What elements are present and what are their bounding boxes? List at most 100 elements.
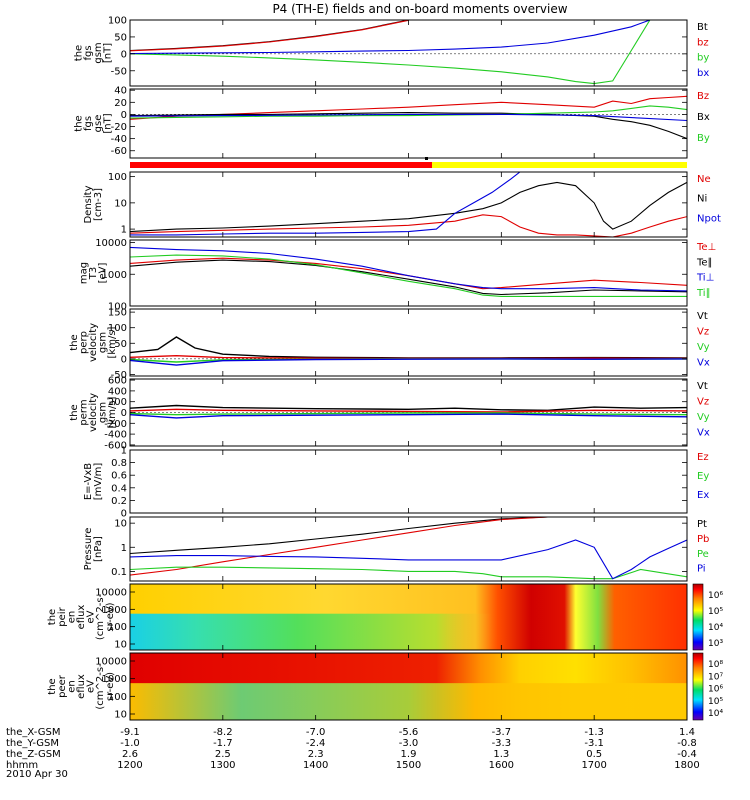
y-axis-label: [eV] xyxy=(98,263,109,284)
y-tick-label: -50 xyxy=(111,370,127,381)
y-tick-label: 0.1 xyxy=(111,567,127,578)
y-tick-label: -200 xyxy=(104,419,127,430)
y-axis-label: sr-eV) xyxy=(105,602,116,631)
series-line-Ti⊥ xyxy=(130,246,687,292)
x-row-value: -1.7 xyxy=(213,738,233,749)
series-line-Ne xyxy=(130,214,687,237)
y-tick-label: 100 xyxy=(108,16,127,27)
x-row-value: 2.3 xyxy=(308,749,324,760)
legend-efield-0: Ez xyxy=(697,452,709,463)
panel-frame xyxy=(129,171,688,238)
legend-fgs-dsl-2: By xyxy=(697,133,710,144)
legend-pressure-0: Pt xyxy=(697,519,707,530)
mode-bar-yellow xyxy=(432,162,687,168)
y-tick-label: 1 xyxy=(121,543,127,554)
y-axis-label: en xyxy=(66,611,77,624)
y-axis-label: eflux xyxy=(76,674,87,699)
x-row-value: 1300 xyxy=(210,760,235,771)
y-axis-label: [km/s] xyxy=(107,326,118,358)
spectrogram-low-peer-spec xyxy=(130,683,687,720)
y-tick-label: 0 xyxy=(121,49,127,60)
y-tick-label: -40 xyxy=(111,134,127,145)
series-line-Te∥ xyxy=(130,259,687,296)
legend-perp-velocity-2: Vy xyxy=(697,342,710,353)
series-line-Vt xyxy=(130,336,687,359)
x-row-value: -9.1 xyxy=(120,727,140,738)
y-tick-label: 50 xyxy=(114,32,127,43)
series-line-Npot xyxy=(130,172,521,236)
x-row-value: -7.0 xyxy=(306,727,326,738)
y-axis-label: (cm^2-s- xyxy=(95,593,106,640)
series-line-by xyxy=(130,20,651,85)
legend-density-0: Ne xyxy=(697,174,711,185)
colorbar-tick-label: 10⁴ xyxy=(708,623,723,633)
panel-perp-velocity: 150 100 50 0 -50 Vt Vz Vy Vx theperpvelocitygsm[k… xyxy=(69,308,710,381)
y-tick-label: 1 xyxy=(121,446,127,457)
panel-frame xyxy=(129,308,688,377)
y-tick-label: 0.2 xyxy=(111,496,127,507)
y-axis-label: Density xyxy=(83,185,94,223)
y-tick-label: 10 xyxy=(114,640,127,651)
y-tick-label: 40 xyxy=(114,86,127,97)
y-axis-label: gsm xyxy=(93,42,104,63)
panel-pressure: 10 1 0.1 Pt Pb Pe Pi Pressure[nPa] xyxy=(83,516,709,582)
y-tick-label: 0.8 xyxy=(111,458,127,469)
legend-temperature-1: Te∥ xyxy=(696,257,713,268)
x-row-value: 1.3 xyxy=(493,749,509,760)
y-axis-label: perp xyxy=(78,331,89,354)
x-row-value: 1200 xyxy=(117,760,142,771)
legend-temperature-0: Te⊥ xyxy=(696,242,716,253)
legend-efield-1: Ey xyxy=(697,471,709,482)
spectrogram-low-peir-spec xyxy=(130,613,687,650)
legend-fgs-gsm-2: by xyxy=(697,53,709,64)
y-axis-label: [cm-3] xyxy=(93,188,104,221)
legend-fgs-gsm-3: bx xyxy=(697,68,709,79)
y-axis-label: the xyxy=(69,404,80,420)
colorbar-peir-spec xyxy=(692,583,704,651)
y-tick-label: 0 xyxy=(121,408,127,419)
colorbar-tick-label: 10⁶ xyxy=(708,685,723,695)
y-tick-label: 0.6 xyxy=(111,471,127,482)
y-axis-label: Pressure xyxy=(83,528,94,571)
y-axis-label: [nT] xyxy=(102,113,113,133)
legend-perp-velocity-3: Vx xyxy=(697,358,710,369)
y-tick-label: -20 xyxy=(111,122,127,133)
legend-perp-velocity-0: Vt xyxy=(697,311,708,322)
y-axis-label: [km/s] xyxy=(107,396,118,428)
y-axis-label: the xyxy=(47,678,58,694)
legend-fgs-gsm-1: bz xyxy=(697,37,709,48)
y-tick-label: 50 xyxy=(114,339,127,350)
x-row-value: -0.8 xyxy=(677,738,697,749)
y-tick-label: 10000 xyxy=(95,238,127,249)
colorbar-tick-label: 10⁷ xyxy=(708,672,723,682)
y-tick-label: 200 xyxy=(108,397,127,408)
date-label: 2010 Apr 30 xyxy=(6,769,68,780)
series-line-Ti∥ xyxy=(130,254,687,297)
series-line-Bt xyxy=(130,20,409,52)
panels-group: 100500-50Btbzbybxthefgsgsm[nT]40200-20-4… xyxy=(47,16,723,721)
y-tick-label: 150 xyxy=(108,308,127,319)
y-axis-label: [nPa] xyxy=(93,536,104,562)
panel-frame xyxy=(129,88,688,159)
series-line-Vy xyxy=(130,412,687,416)
y-axis-label: gsm xyxy=(98,402,109,423)
y-axis-label: en xyxy=(66,680,77,693)
y-tick-label: 1000 xyxy=(102,605,127,616)
y-axis-label: sr-eV) xyxy=(105,672,116,701)
y-axis-label: peer xyxy=(57,674,68,698)
x-row-value: 1400 xyxy=(303,760,328,771)
y-axis-label: the xyxy=(69,334,80,350)
y-tick-label: 100 xyxy=(108,302,127,313)
legend-fgs-dsl-1: Bx xyxy=(697,112,710,123)
series-line-Bx xyxy=(130,112,687,140)
series-line-Te⊥ xyxy=(130,257,687,290)
legend-efield-2: Ex xyxy=(697,490,709,501)
series-line-Vz xyxy=(130,408,687,413)
legend-pressure-1: Pb xyxy=(697,534,709,545)
y-tick-label: 100 xyxy=(108,323,127,334)
series-line-Vt xyxy=(130,404,687,412)
legend-density-1: Ni xyxy=(697,194,707,205)
series-line-bx xyxy=(130,20,651,55)
